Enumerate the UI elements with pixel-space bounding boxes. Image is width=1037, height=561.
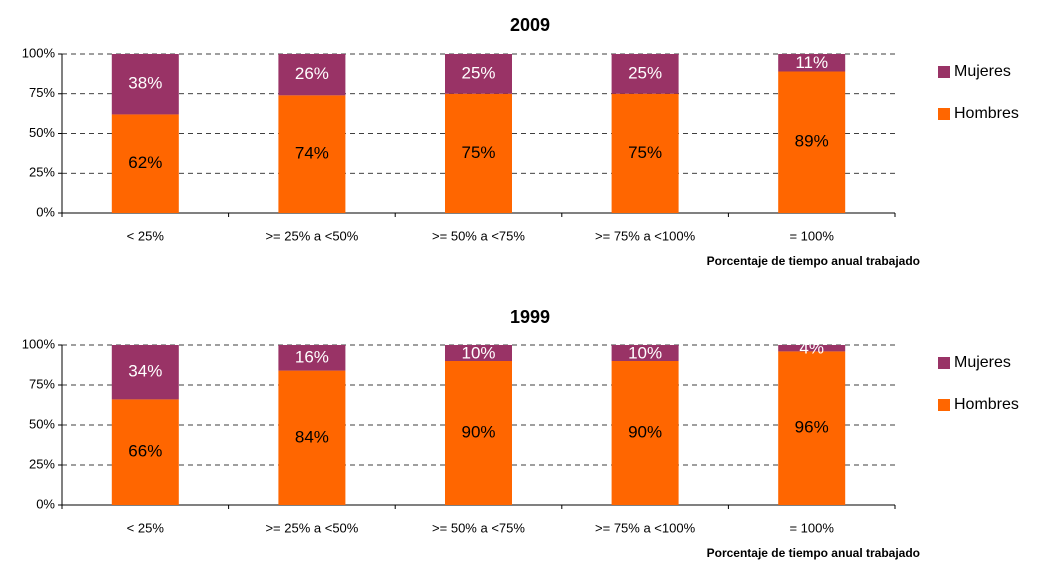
y-tick-label: 75% [29, 85, 55, 100]
x-tick-label: >= 75% a <100% [595, 228, 696, 243]
y-tick-label: 100% [22, 336, 56, 351]
legend-swatch [938, 357, 950, 369]
data-label: 38% [128, 74, 162, 93]
chart-title: 2009 [510, 15, 550, 35]
bar-segment [778, 71, 846, 214]
data-label: 10% [461, 343, 495, 362]
x-tick-label: >= 25% a <50% [265, 520, 358, 535]
x-tick-label: = 100% [789, 228, 834, 243]
y-tick-label: 50% [29, 416, 55, 431]
data-label: 74% [295, 144, 329, 163]
bar-segment [778, 351, 846, 505]
bar-segment [778, 345, 846, 352]
legend-swatch [938, 108, 950, 120]
bar-segment [611, 345, 679, 361]
bar-segment [278, 370, 346, 505]
x-axis-label: Porcentaje de tiempo anual trabajado [707, 546, 920, 560]
bar-segment [445, 54, 512, 94]
data-label: 10% [628, 343, 662, 362]
data-label: 34% [128, 362, 162, 381]
bar-segment [278, 54, 346, 96]
bar-segment [445, 345, 512, 361]
data-label: 11% [795, 53, 828, 72]
data-label: 62% [128, 153, 162, 172]
bar-segment [111, 345, 179, 400]
data-label: 90% [461, 422, 495, 441]
data-label: 16% [295, 347, 329, 366]
bar-segment [611, 54, 679, 94]
x-tick-label: >= 75% a <100% [595, 520, 696, 535]
bar-segment [111, 114, 179, 213]
legend-swatch [938, 399, 950, 411]
data-label: 25% [628, 63, 662, 82]
x-tick-label: < 25% [127, 228, 165, 243]
y-tick-label: 75% [29, 376, 55, 391]
data-label: 26% [295, 64, 329, 83]
data-label: 90% [628, 422, 662, 441]
bar-segment [278, 95, 346, 213]
bar-segment [111, 54, 179, 115]
data-label: 4% [799, 339, 824, 358]
y-tick-label: 100% [22, 45, 56, 60]
bar-segment [278, 345, 346, 371]
legend-swatch [938, 66, 950, 78]
x-tick-label: = 100% [789, 520, 834, 535]
data-label: 84% [295, 427, 329, 446]
data-label: 75% [628, 143, 662, 162]
y-tick-label: 50% [29, 125, 55, 140]
x-tick-label: >= 25% a <50% [265, 228, 358, 243]
bar-segment [111, 399, 179, 505]
x-tick-label: >= 50% a <75% [432, 520, 525, 535]
data-label: 96% [795, 418, 829, 437]
y-tick-label: 25% [29, 456, 55, 471]
data-label: 25% [461, 63, 495, 82]
bar-segment [778, 54, 846, 72]
y-tick-label: 0% [36, 204, 55, 219]
legend-label: Hombres [954, 105, 1019, 122]
data-label: 75% [461, 143, 495, 162]
legend-label: Mujeres [954, 63, 1011, 80]
legend-label: Hombres [954, 396, 1019, 413]
legend-label: Mujeres [954, 354, 1011, 371]
x-axis-label: Porcentaje de tiempo anual trabajado [707, 254, 920, 268]
x-tick-label: >= 50% a <75% [432, 228, 525, 243]
data-label: 66% [128, 442, 162, 461]
bar-segment [445, 93, 512, 213]
bar-segment [611, 93, 679, 213]
x-tick-label: < 25% [127, 520, 165, 535]
chart-title: 1999 [510, 307, 550, 327]
bar-segment [611, 361, 679, 505]
data-label: 89% [795, 132, 829, 151]
y-tick-label: 25% [29, 165, 55, 180]
bar-segment [445, 361, 512, 505]
y-tick-label: 0% [36, 496, 55, 511]
